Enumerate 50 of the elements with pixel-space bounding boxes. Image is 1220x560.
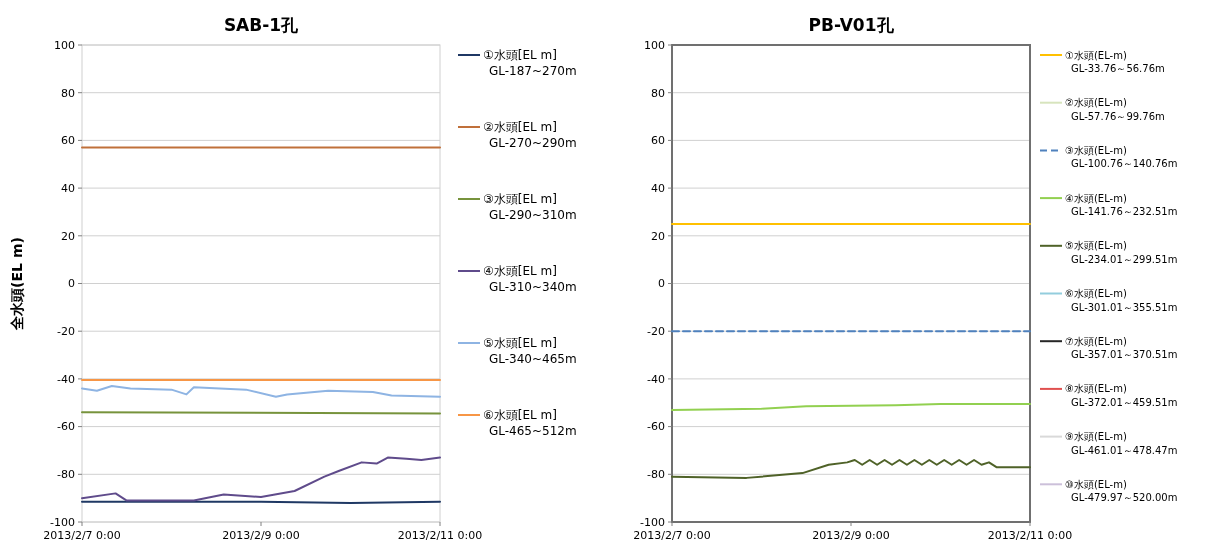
y-tick-label: 60 [651,134,665,148]
legend-label: ②水頭(EL-m) GL-57.76～99.76m [1065,97,1165,122]
legend-label: ④水頭(EL-m) GL-141.76～232.51m [1065,192,1178,218]
legend-label: ②水頭[EL m] GL-270~290m [483,120,577,151]
legend-label: ①水頭[EL m] GL-187~270m [483,48,577,79]
legend-label: ⑨水頭(EL-m) GL-461.01～478.47m [1065,431,1178,456]
y-tick-label: 80 [61,86,75,100]
y-tick-label: -20 [57,325,75,339]
chart-title: SAB-1孔 [223,15,300,35]
legend-label: ⑥水頭(EL-m) GL-301.01～355.51m [1065,288,1178,313]
x-tick-label: 2013/2/11 0:00 [987,529,1073,542]
y-tick-label: -20 [647,325,665,339]
x-tick-label: 2013/2/9 0:00 [222,529,300,542]
y-tick-label: 40 [651,181,665,195]
y-axis-title: 全水頭(EL m) [9,237,25,331]
legend-label: ⑧水頭(EL-m) GL-372.01～459.51m [1065,383,1178,408]
line-series [81,456,441,502]
y-tick-label: -100 [50,515,75,529]
y-tick-label: 0 [68,277,75,291]
chart-title: PB-V01孔 [808,15,895,35]
legend-label: ⑤水頭[EL m] GL-340~465m [483,336,577,367]
y-tick-label: -60 [57,420,75,434]
x-tick-label: 2013/2/7 0:00 [633,529,711,542]
legend-label: ⑩水頭(EL-m) GL-479.97～520.00m [1065,478,1178,504]
y-tick-label: 20 [651,229,665,243]
legend-label: ③水頭(EL-m) GL-100.76～140.76m [1065,144,1178,170]
line-series [671,458,1031,479]
y-tick-label: -80 [647,468,665,482]
y-tick-label: -100 [640,515,665,529]
y-tick-label: 100 [54,38,75,52]
x-tick-label: 2013/2/7 0:00 [43,529,121,542]
y-tick-label: -60 [647,420,665,434]
x-tick-label: 2013/2/9 0:00 [812,529,890,542]
x-tick-label: 2013/2/11 0:00 [397,529,483,542]
y-tick-label: 20 [61,229,75,243]
y-tick-label: 40 [61,181,75,195]
y-tick-label: -40 [57,372,75,386]
legend-label: ⑥水頭[EL m] GL-465~512m [483,408,577,439]
y-tick-label: 100 [644,38,665,52]
y-tick-label: -40 [647,372,665,386]
legend-label: ④水頭[EL m] GL-310~340m [483,264,577,295]
y-tick-label: 0 [658,277,665,291]
y-tick-label: -80 [57,468,75,482]
line-series [81,385,441,398]
legend-label: ③水頭[EL m] GL-290~310m [483,192,577,223]
y-tick-label: 80 [651,86,665,100]
legend-label: ①水頭(EL-m) GL-33.76～56.76m [1065,49,1165,74]
legend-label: ⑤水頭(EL-m) GL-234.01～299.51m [1065,240,1178,265]
legend-label: ⑦水頭(EL-m) GL-357.01～370.51m [1065,335,1178,361]
y-tick-label: 60 [61,134,75,148]
